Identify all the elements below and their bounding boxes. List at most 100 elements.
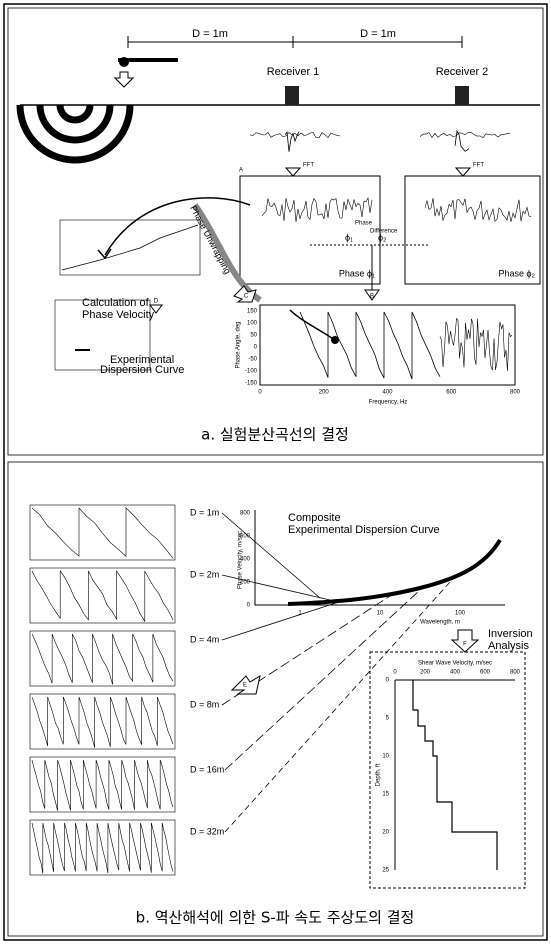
profile-title: Shear Wave Velocity, m/sec: [418, 661, 492, 667]
y-tick-label: -100: [245, 369, 258, 375]
y-tick-label: 0: [254, 345, 258, 351]
step-letter: B: [370, 294, 374, 300]
composite-curve: [287, 538, 502, 606]
y-tick-label: 0: [247, 603, 251, 609]
experimental-label: Experimental: [110, 354, 174, 366]
x-axis-label: Frequency, Hz: [369, 400, 408, 406]
experimental-label: Dispersion Curve: [100, 364, 184, 376]
y-tick-label: 15: [382, 792, 389, 798]
phase-trace: [31, 633, 174, 685]
y-tick-label: 800: [240, 511, 251, 517]
phase-trace: [31, 822, 174, 874]
y-axis-label: Phase Angle, deg: [236, 321, 242, 368]
phase-difference-label: Difference: [370, 229, 398, 235]
caption: b. 역산해석에 의한 S-파 속도 주상도의 결정: [136, 909, 415, 927]
x-tick-label: 400: [382, 390, 393, 396]
hammer: [113, 57, 178, 88]
panel-frame: [29, 693, 176, 750]
y-tick-label: 25: [382, 868, 389, 874]
x-tick-label: 400: [450, 670, 461, 676]
profile-axes: [394, 679, 515, 870]
distance-links: [221, 512, 451, 833]
distance-label: D = 32m: [190, 826, 224, 836]
phase-trace: [31, 570, 174, 623]
distance-label: D = 1m: [190, 507, 219, 517]
phase-trace: [31, 696, 174, 748]
spectrum-box: [404, 175, 541, 285]
step-letter: C: [244, 294, 249, 300]
y-tick-label: 50: [250, 333, 257, 339]
fft-label: FFT: [303, 163, 314, 169]
spacing-label: D = 1m: [192, 28, 228, 40]
wave-rings: [16, 104, 134, 164]
step-letter: E: [243, 683, 247, 689]
composite-title: Composite: [288, 512, 341, 524]
signal: [454, 130, 470, 152]
y-tick-label: 600: [240, 534, 251, 540]
fft-label: FFT: [473, 163, 484, 169]
velocity-plot-frame: [54, 299, 151, 371]
unwrapping-label: Phase Unwrapping: [188, 204, 233, 276]
phi-symbol: ϕ₁: [345, 232, 353, 242]
signal: [249, 131, 341, 139]
step-letter: A: [239, 168, 243, 174]
y-tick-label: -50: [248, 357, 257, 363]
y-tick-label: 5: [386, 716, 390, 722]
calculation-label: Calculation of: [82, 297, 150, 309]
receiver-label: Receiver 2: [436, 66, 489, 78]
phase-trace: [299, 311, 441, 380]
dimension-line: [127, 36, 463, 48]
x-tick-label: 0: [258, 390, 262, 396]
inversion-box: [369, 651, 526, 889]
phase-plot-frame: [259, 304, 516, 386]
distance-label: D = 4m: [190, 634, 219, 644]
panel-b-frame: [7, 461, 544, 937]
distance-label: D = 16m: [190, 764, 224, 774]
x-tick-label: 100: [455, 611, 466, 617]
caption: a. 실험분산곡선의 결정: [201, 426, 349, 444]
receivers: [285, 86, 469, 105]
signal: [419, 131, 511, 139]
unwrapped-curve: [61, 224, 199, 271]
phase-difference-links: [310, 244, 430, 301]
x-tick-label: 200: [319, 390, 330, 396]
phase-trace: [31, 507, 174, 559]
receiver-label: Receiver 1: [267, 66, 320, 78]
step-letter: F: [463, 642, 467, 648]
panel-a-frame: [7, 7, 544, 456]
distance-label: D = 2m: [190, 569, 219, 579]
x-tick-label: 0: [393, 670, 397, 676]
signal: [261, 197, 373, 222]
panel-frame: [29, 630, 176, 687]
unwrapped-plot-frame: [59, 219, 201, 276]
phase-arrow: [289, 309, 336, 341]
signal: [424, 198, 532, 222]
y-tick-label: 150: [247, 309, 258, 315]
distance-label: D = 8m: [190, 699, 219, 709]
y-axis-label: Depth, ft: [376, 763, 382, 786]
vs-profile: [412, 680, 498, 870]
y-axis-label: Phase Velocity, m/sec: [238, 531, 244, 589]
panel-frame: [29, 504, 176, 561]
inversion-label: Inversion: [488, 628, 533, 640]
step-letter: D: [154, 299, 159, 305]
x-axis-label: Wavelength, m: [420, 620, 460, 626]
panel-frame: [29, 819, 176, 876]
composite-title: Experimental Dispersion Curve: [288, 524, 440, 536]
phase-point: [331, 336, 339, 344]
signal: [284, 131, 300, 152]
y-tick-label: 10: [382, 754, 389, 760]
x-tick-label: 800: [510, 670, 521, 676]
unwrap-arrows: [97, 197, 262, 303]
spacing-label: D = 1m: [360, 28, 396, 40]
y-tick-label: -150: [245, 381, 258, 387]
x-tick-label: 10: [377, 611, 384, 617]
x-tick-label: 600: [480, 670, 491, 676]
y-tick-label: 0: [386, 678, 390, 684]
x-tick-label: 800: [510, 390, 521, 396]
x-tick-label: 1: [298, 611, 302, 617]
spectrum-box: [239, 175, 381, 285]
outer-frame: [3, 3, 548, 941]
y-tick-label: 20: [382, 830, 389, 836]
